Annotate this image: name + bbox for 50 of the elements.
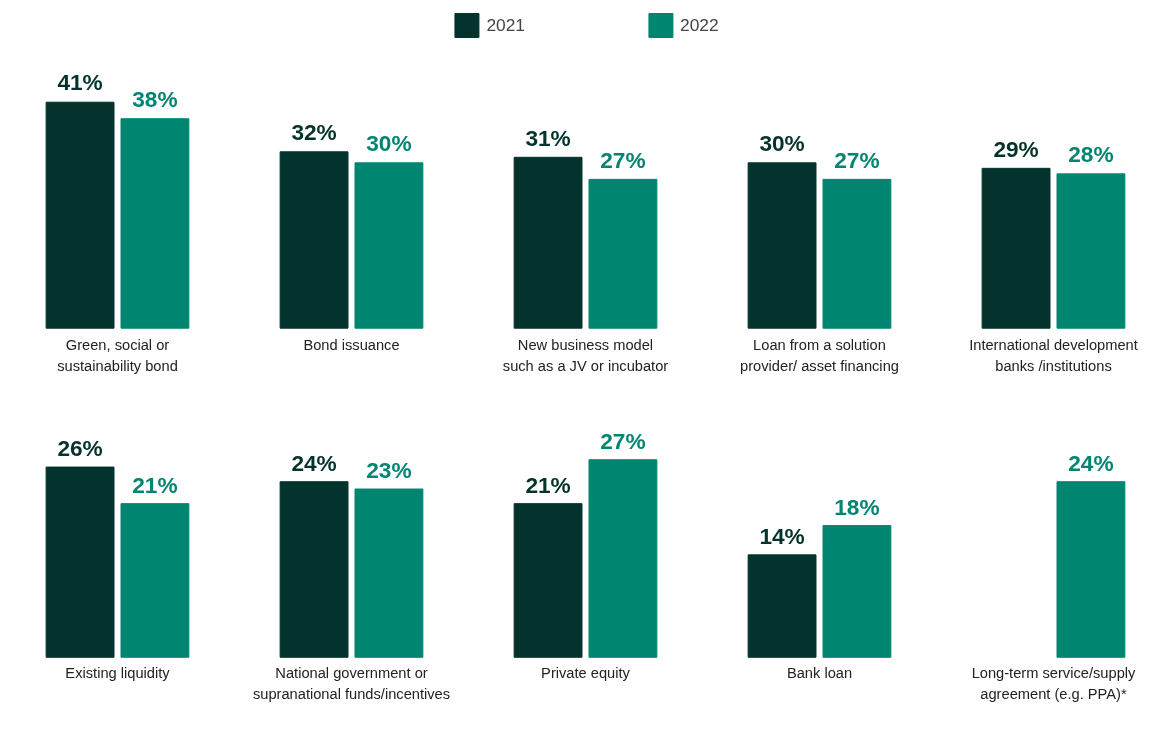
data-label: 29% bbox=[993, 135, 1039, 162]
bar bbox=[279, 481, 349, 658]
bar bbox=[588, 178, 658, 329]
data-label: 30% bbox=[759, 130, 805, 157]
bar bbox=[354, 488, 424, 658]
x-tick-label: Existing liquidity bbox=[65, 665, 171, 682]
x-tick-label: Bond issuance bbox=[303, 337, 400, 354]
data-label: 14% bbox=[759, 522, 805, 549]
bar bbox=[1056, 173, 1126, 329]
data-label: 27% bbox=[600, 427, 646, 454]
data-label: 30% bbox=[366, 130, 412, 157]
data-label: 21% bbox=[132, 471, 178, 498]
bar bbox=[120, 118, 190, 329]
bar bbox=[513, 156, 583, 329]
x-tick-label: International development banks /institutions bbox=[969, 337, 1138, 375]
x-tick-label: Long-term service/supply agreement (e.g. PPA)* bbox=[971, 665, 1137, 702]
data-label: 21% bbox=[525, 471, 571, 498]
bar bbox=[45, 466, 115, 658]
x-tick-label: New business model such as a JV or incubator bbox=[502, 337, 669, 375]
bar bbox=[120, 503, 190, 658]
bar bbox=[513, 503, 583, 658]
x-tick-label: Private equity bbox=[541, 665, 631, 682]
data-label: 27% bbox=[600, 146, 646, 173]
x-tick-label: Green, social or sustainability bond bbox=[57, 337, 178, 375]
bar bbox=[822, 178, 892, 329]
bar bbox=[45, 101, 115, 329]
legend-label: 2022 bbox=[680, 14, 719, 36]
x-tick-label: Loan from a solution provider/ asset financing bbox=[740, 337, 899, 375]
data-label: 28% bbox=[1068, 141, 1114, 168]
legend-label: 2021 bbox=[486, 14, 525, 36]
bar bbox=[354, 162, 424, 329]
data-label: 24% bbox=[291, 449, 337, 476]
bar bbox=[1056, 481, 1126, 658]
bar bbox=[747, 162, 817, 329]
x-tick-label: Bank loan bbox=[786, 665, 853, 682]
bar bbox=[981, 167, 1051, 329]
data-label: 18% bbox=[834, 493, 880, 520]
bar bbox=[822, 525, 892, 658]
data-label: 24% bbox=[1068, 449, 1114, 476]
x-tick-label: National government or supranational funds/incentives bbox=[252, 665, 451, 702]
bar bbox=[588, 459, 658, 658]
bar bbox=[279, 151, 349, 329]
data-label: 38% bbox=[132, 85, 178, 112]
bar bbox=[747, 554, 817, 658]
data-label: 23% bbox=[366, 457, 412, 484]
data-label: 27% bbox=[834, 146, 880, 173]
data-label: 31% bbox=[525, 124, 571, 151]
data-label: 26% bbox=[57, 435, 103, 462]
data-label: 32% bbox=[291, 119, 337, 146]
data-label: 41% bbox=[57, 69, 103, 96]
